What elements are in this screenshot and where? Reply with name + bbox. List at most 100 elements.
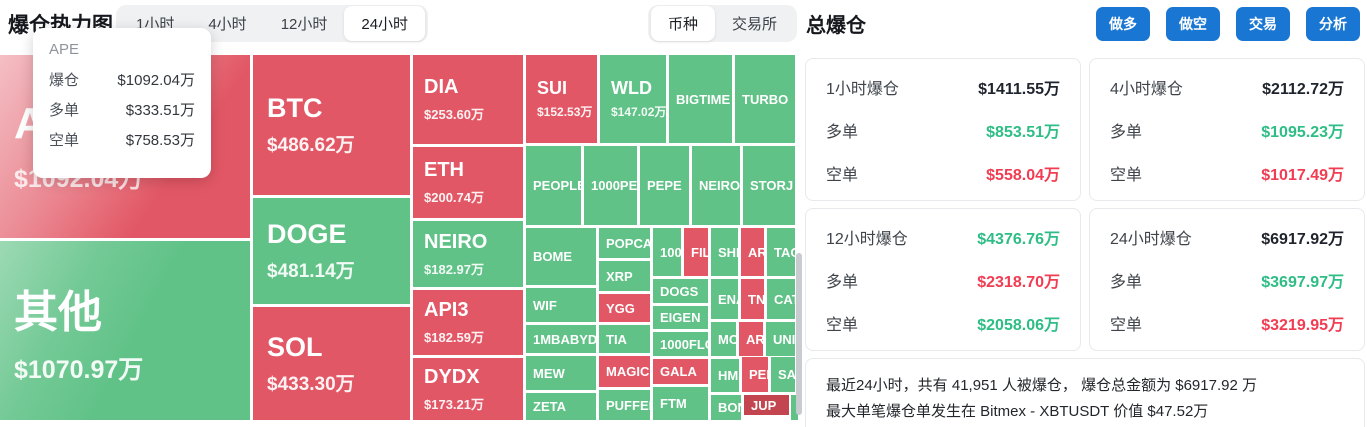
treemap-tile-TAO[interactable]: TAO [767,228,795,276]
tab-12h[interactable]: 12小时 [280,16,328,33]
treemap-tile-MAGIC[interactable]: MAGIC [599,356,650,387]
treemap-tile-BTC[interactable]: BTC $486.62万 [253,55,410,195]
tile-symbol: 1000 [660,244,681,260]
treemap-tile-SAND[interactable]: SAND [771,357,795,392]
tile-value: $182.59万 [424,330,484,345]
treemap-tile-WIF[interactable]: WIF [526,288,596,322]
treemap-tile-UNI[interactable]: UNI [766,322,795,356]
tile-symbol: HMSTR [718,368,739,383]
treemap-tile-STORJ[interactable]: STORJ [743,146,795,225]
total-liquidation-title: 总爆仓 [806,15,866,37]
tile-value: $182.97万 [424,261,484,277]
treemap-tile-POPCAT[interactable]: POPCAT [599,228,650,258]
card-total-row: 1小时爆仓 $1411.55万 [826,78,1060,98]
card-total-value: $6917.92万 [1261,230,1344,248]
tile-symbol: NEIROETH [699,178,740,193]
treemap-tile-SOL[interactable]: SOL $433.30万 [253,307,410,420]
treemap-tile-DIA[interactable]: DIA $253.60万 [413,55,523,144]
treemap-tile-ARB[interactable]: ARB [739,322,763,356]
tab-24h[interactable]: 24小时 [344,6,426,41]
treemap-tile-DYDX[interactable]: DYDX $173.21万 [413,358,523,420]
treemap-tile-PEPE[interactable]: PEPE [640,146,689,225]
tile-symbol: PEOPLE [533,178,581,193]
treemap-tile-XRP[interactable]: XRP [599,261,650,291]
long-button[interactable]: 做多 [1096,7,1150,41]
long-value: $853.51万 [986,123,1060,141]
tooltip-row-long: 多单 $333.51万 [49,99,195,120]
treemap-tile-DOGE[interactable]: DOGE $481.14万 [253,198,410,304]
treemap-tile-1000FLOKI[interactable]: 1000FLOKI [653,332,708,356]
card-title: 4小时爆仓 [1110,80,1183,98]
toggle-coin[interactable]: 币种 [651,6,716,41]
tooltip-label: 空单 [49,132,80,149]
treemap-tile-FTM[interactable]: FTM [653,387,708,420]
treemap-tile-1MBABYDOGE[interactable]: 1MBABYDOGE [526,325,596,353]
tile-symbol: PEPE [647,178,682,193]
treemap-tile-API3[interactable]: API3 $182.59万 [413,290,523,355]
treemap-tile-BONK[interactable]: BONK [711,395,741,420]
treemap-tile-YGG[interactable]: YGG [599,294,650,322]
toggle-exchange[interactable]: 交易所 [732,16,778,33]
treemap-tile-TNSR[interactable]: TNSR [741,279,764,319]
summary-card: 最近24小时，共有 41,951 人被爆仓， 爆仓总金额为 $6917.92 万… [805,358,1365,427]
tile-symbol: XRP [606,268,633,284]
treemap-tile-JUP[interactable]: JUP [744,395,789,415]
treemap-tile-MEW[interactable]: MEW [526,356,596,390]
tile-symbol: PUFFER [606,397,650,413]
tile-symbol: WLD [611,78,652,98]
treemap-tile-PUFFER[interactable]: PUFFER [599,390,650,420]
treemap-tile-其他[interactable]: 其他 $1070.97万 [0,241,250,420]
treemap-tile-GALA[interactable]: GALA [653,359,708,384]
vertical-scrollbar-thumb[interactable] [796,253,802,415]
treemap-tile-NEIROETH[interactable]: NEIROETH [692,146,740,225]
tile-symbol: TAO [774,244,795,260]
card-total-value: $2112.72万 [1262,80,1344,98]
treemap-tile-SHIB[interactable]: SHIB [711,228,738,276]
treemap-tile-BOME[interactable]: BOME [526,228,596,285]
treemap-tile-CATI[interactable]: CATI [767,279,795,319]
treemap-tile-ZETA[interactable]: ZETA [526,393,596,420]
tile-symbol: PENDLE [749,367,768,382]
short-button[interactable]: 做空 [1166,7,1220,41]
treemap-tile-PEOPLE[interactable]: PEOPLE [526,146,581,225]
trade-button[interactable]: 交易 [1236,7,1290,41]
treemap-tile-SUI[interactable]: SUI $152.53万 [526,55,597,143]
treemap-tile-EIGEN[interactable]: EIGEN [653,306,708,329]
tile-value: $200.74万 [424,190,484,205]
long-label: 多单 [826,273,859,291]
treemap-tile-unlabeled[interactable] [791,395,798,420]
card-total-row: 12小时爆仓 $4376.76万 [826,228,1060,248]
tab-4h[interactable]: 4小时 [208,16,247,33]
view-toggle: 币种 交易所 [648,5,798,42]
treemap-tile-MOODENG[interactable]: MOODENG [711,322,736,356]
long-label: 多单 [1110,123,1143,141]
tile-symbol: GALA [660,364,697,379]
treemap-tile-1000[interactable]: 1000 [653,228,681,276]
treemap-tile-TIA[interactable]: TIA [599,325,650,353]
treemap-tile-ARK[interactable]: ARK [741,228,764,276]
analyze-button[interactable]: 分析 [1306,7,1360,41]
tile-value: $253.60万 [424,107,484,122]
treemap-tile-NEIRO[interactable]: NEIRO $182.97万 [413,221,523,287]
treemap-tile-WLD[interactable]: WLD $147.02万 [600,55,666,143]
tile-symbol: NEIRO [424,230,488,253]
long-value: $3697.97万 [1261,273,1344,291]
tile-symbol: DYDX [424,365,480,388]
tooltip-label: 多单 [49,102,80,119]
treemap-tile-PENDLE[interactable]: PENDLE [742,357,768,392]
card-total-row: 24小时爆仓 $6917.92万 [1110,228,1344,248]
treemap-tile-DOGS[interactable]: DOGS [653,279,708,303]
tile-symbol: BOME [533,249,572,264]
short-value: $1017.49万 [1261,166,1344,184]
tile-symbol: ZETA [533,399,566,414]
treemap-tile-ENA[interactable]: ENA [711,279,738,319]
treemap-tile-FIL[interactable]: FIL [684,228,708,276]
tile-symbol: FTM [660,396,687,411]
tile-symbol: STORJ [750,178,794,193]
short-label: 空单 [1110,166,1143,184]
treemap-tile-HMSTR[interactable]: HMSTR [711,359,739,392]
treemap-tile-ETH[interactable]: ETH $200.74万 [413,147,523,218]
treemap-tile-BIGTIME[interactable]: BIGTIME [669,55,732,143]
treemap-tile-TURBO[interactable]: TURBO [735,55,795,143]
